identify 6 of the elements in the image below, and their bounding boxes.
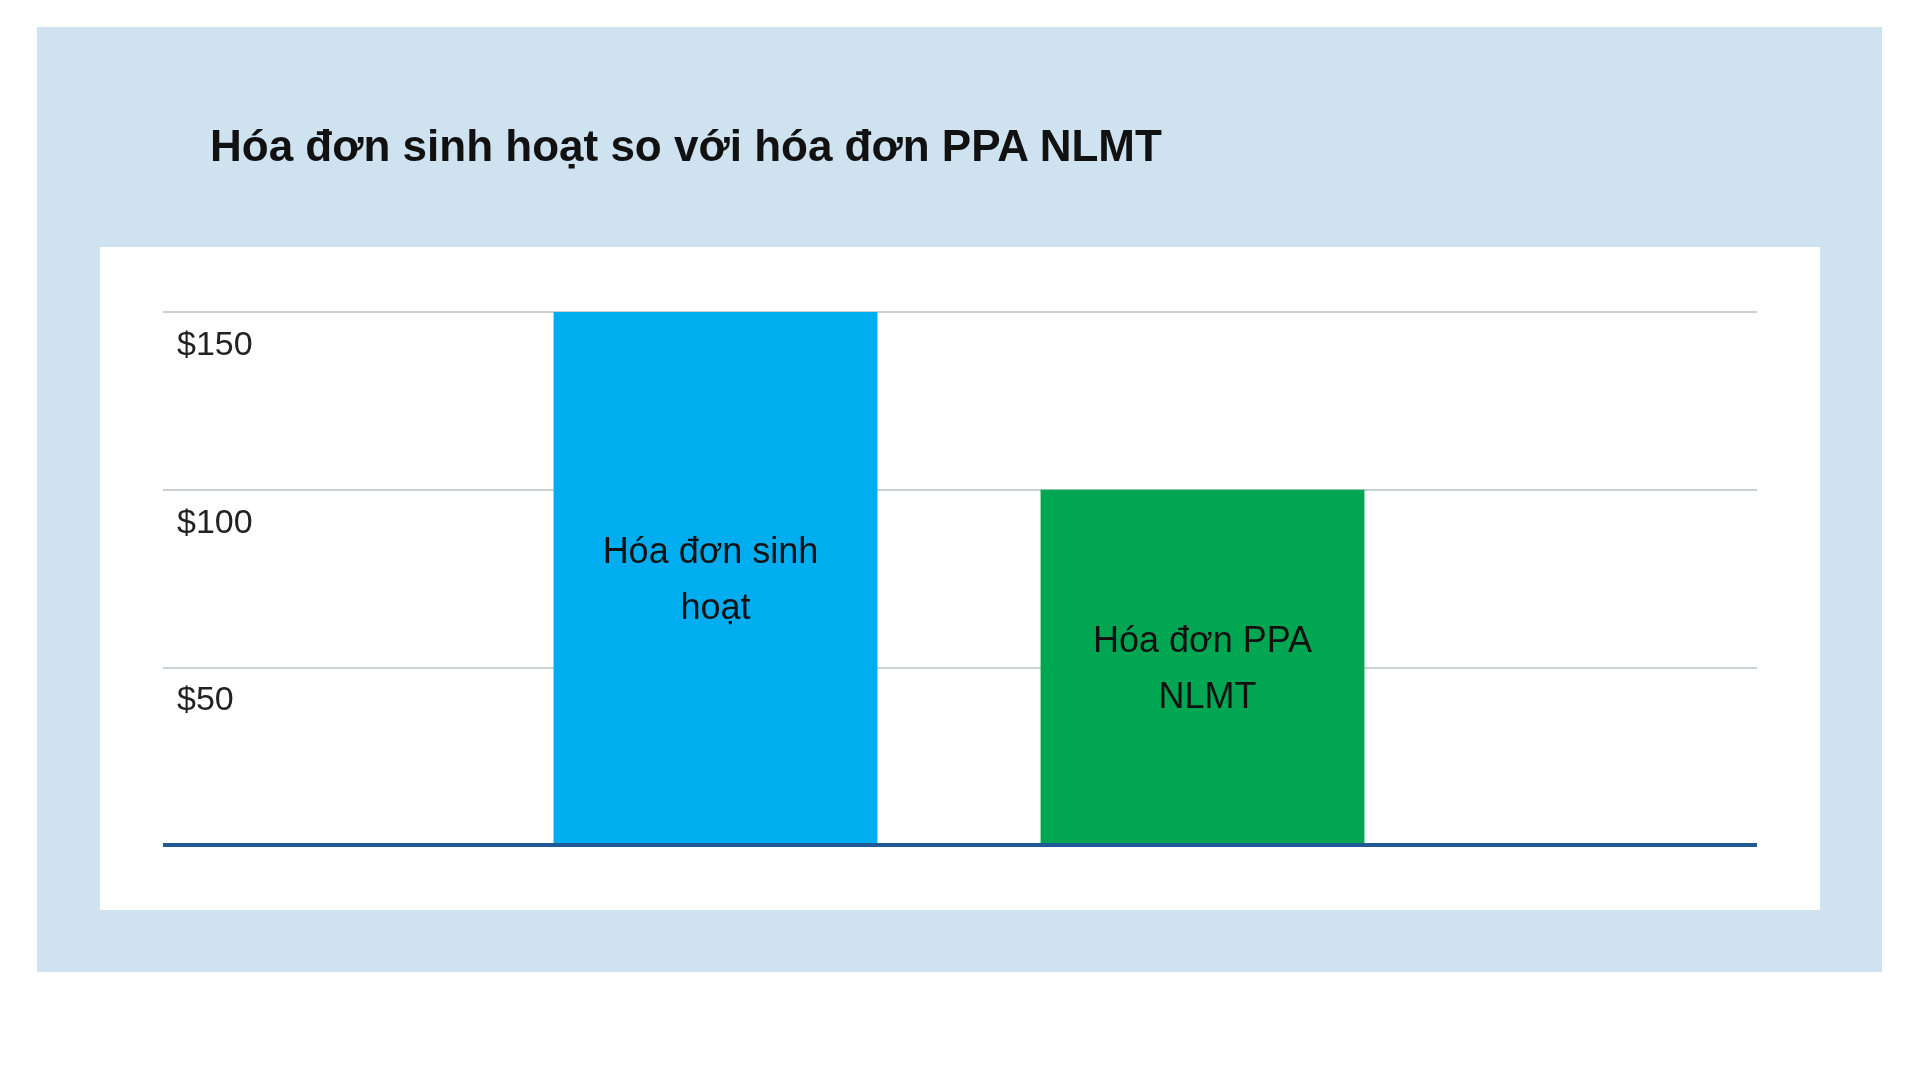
chart-title: Hóa đơn sinh hoạt so với hóa đơn PPA NLMT	[210, 120, 1162, 170]
y-tick-label: $100	[177, 501, 253, 540]
y-tick-label: $50	[177, 679, 234, 718]
y-tick-label: $150	[177, 324, 253, 362]
x-tick-label: Hóa đơn PPA NLMT	[1092, 618, 1313, 716]
x-tick-label: Hóa đơn sinh hoạt	[602, 530, 829, 627]
